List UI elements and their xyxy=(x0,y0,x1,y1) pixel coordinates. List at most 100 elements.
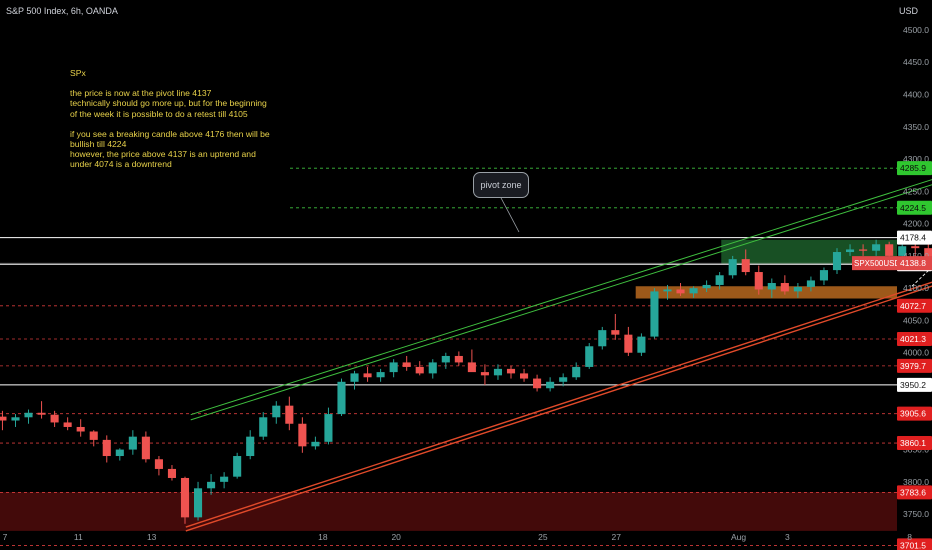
candle xyxy=(859,249,868,251)
candle xyxy=(924,248,932,263)
price-badge-3950.2 xyxy=(897,377,932,392)
red-box xyxy=(0,492,897,531)
x-tick-label: 7 xyxy=(3,532,8,542)
note-line: if you see a breaking candle above 4176 … xyxy=(70,128,270,139)
candle xyxy=(180,477,190,518)
y-tick-label: 4050.0 xyxy=(903,315,929,325)
candle xyxy=(0,416,7,421)
price-badge-3701.5 xyxy=(897,538,932,550)
candle xyxy=(780,283,789,292)
y-tick-label: 4150.0 xyxy=(903,251,929,261)
price-badge-4285.9 xyxy=(897,161,932,176)
symbol-badge xyxy=(852,256,897,271)
x-tick-label: 25 xyxy=(538,532,548,542)
price-badge-text: 4224.5 xyxy=(900,203,926,213)
candle xyxy=(585,346,594,367)
price-badge-4021.3 xyxy=(897,331,932,346)
candle xyxy=(259,417,268,437)
candle xyxy=(506,368,516,374)
candle xyxy=(37,412,46,415)
candle xyxy=(363,373,372,378)
price-badge-3905.6 xyxy=(897,406,932,421)
candle xyxy=(754,272,763,290)
candle xyxy=(637,336,646,353)
y-tick-label: 4450.0 xyxy=(903,57,929,67)
price-badge-text: 3905.6 xyxy=(900,409,926,419)
candle xyxy=(741,259,750,273)
x-tick-label: 11 xyxy=(74,532,83,542)
y-tick-label: 3800.0 xyxy=(903,477,929,487)
candle xyxy=(63,422,72,427)
candle xyxy=(272,405,281,418)
price-badge-4178.4 xyxy=(897,230,932,245)
note-line: under 4074 is a downtrend xyxy=(70,159,172,170)
candle xyxy=(141,436,150,460)
price-badge-text: 4178.4 xyxy=(900,233,926,243)
candle xyxy=(89,431,98,440)
price-badge-text: 4072.7 xyxy=(900,301,926,311)
candle xyxy=(624,334,633,353)
candle xyxy=(819,270,829,281)
candle xyxy=(715,275,724,285)
candle xyxy=(428,362,437,374)
current-price-badge xyxy=(897,256,932,271)
note-line: however, the price above 4137 is an uptr… xyxy=(70,149,256,160)
y-tick-label: 4300.0 xyxy=(903,154,929,164)
candle xyxy=(154,459,163,469)
candle xyxy=(194,488,203,518)
price-badge-text: 4021.3 xyxy=(900,334,926,344)
candle xyxy=(702,284,711,289)
candle xyxy=(441,355,450,363)
candle xyxy=(728,259,737,276)
candle xyxy=(559,377,568,382)
candle xyxy=(454,355,463,363)
candle xyxy=(832,252,842,271)
price-badge-text: 3783.6 xyxy=(900,487,926,497)
y-tick-label: 3750.0 xyxy=(903,509,929,519)
candle xyxy=(598,330,607,347)
y-tick-label: 4400.0 xyxy=(903,90,929,100)
x-tick-label: 8 xyxy=(907,532,912,542)
candle xyxy=(846,249,855,253)
y-tick-label: 4100.0 xyxy=(903,283,929,293)
candle xyxy=(676,289,685,294)
callout-pointer xyxy=(499,195,520,233)
candle xyxy=(898,246,907,256)
price-badge-text: 3950.2 xyxy=(900,380,926,390)
x-tick-label: 20 xyxy=(391,532,401,542)
note-line: bullish till 4224 xyxy=(70,139,127,150)
x-tick-label: Aug xyxy=(731,532,746,542)
candle xyxy=(767,283,776,290)
candle xyxy=(572,366,581,378)
y-tick-label: 4350.0 xyxy=(903,122,929,132)
candle xyxy=(350,373,359,382)
candle xyxy=(220,476,229,482)
candle xyxy=(102,439,111,457)
symbol-title: S&P 500 Index, 6h, OANDA xyxy=(6,6,118,16)
candle xyxy=(233,456,242,477)
candle xyxy=(402,362,411,367)
price-badge-3860.1 xyxy=(897,436,932,451)
candle xyxy=(246,436,255,457)
price-badge-4224.5 xyxy=(897,200,932,215)
price-badge-3783.6 xyxy=(897,485,932,500)
candle xyxy=(533,378,542,389)
lower-red-1 xyxy=(185,281,932,528)
candle xyxy=(128,436,137,450)
candle xyxy=(467,362,476,373)
candle xyxy=(311,441,320,447)
y-tick-label: 4000.0 xyxy=(903,348,929,358)
note-line xyxy=(70,78,370,88)
note-line: SPx xyxy=(70,68,86,78)
x-tick-label: 13 xyxy=(147,532,157,542)
candle xyxy=(389,362,398,373)
candle xyxy=(911,246,920,249)
note-line: the price is now at the pivot line 4137 xyxy=(70,88,212,99)
price-badge-text: 3701.5 xyxy=(900,540,926,550)
note-line xyxy=(70,119,370,129)
pivot-zone-callout[interactable]: pivot zone xyxy=(473,172,529,198)
x-tick-label: 18 xyxy=(318,532,328,542)
price-badge-4072.7 xyxy=(897,298,932,313)
